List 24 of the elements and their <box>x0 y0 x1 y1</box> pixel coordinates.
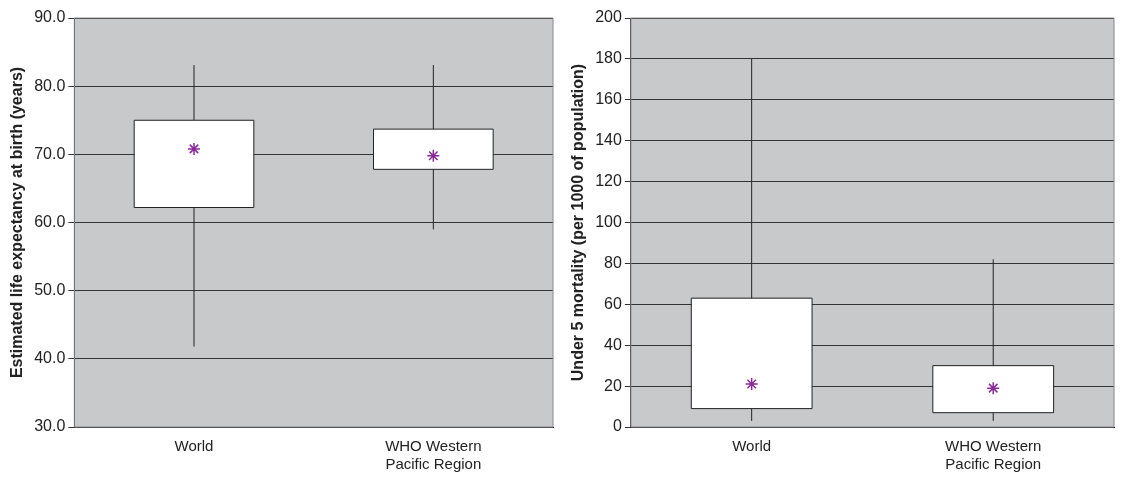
y-tick-label: 80 <box>604 253 622 271</box>
x-tick-label: WHO Western Pacific Region <box>385 437 482 473</box>
y-tick-label: 80.0 <box>34 76 66 94</box>
y-tick-label: 140 <box>595 131 622 149</box>
y-tick-label: 40 <box>604 335 622 353</box>
y-tick-label: 200 <box>595 8 622 26</box>
y-tick-label: 120 <box>595 172 622 190</box>
x-tick-label: WHO Western Pacific Region <box>945 437 1042 473</box>
x-tick-label: World <box>732 437 772 455</box>
y-tick-label: 40.0 <box>34 349 66 367</box>
y-tick-label: 90.0 <box>34 8 66 26</box>
y-tick-label: 180 <box>595 49 622 67</box>
y-tick-label: 50.0 <box>34 281 66 299</box>
y-tick-label: 70.0 <box>34 144 66 162</box>
y-tick-label: 20 <box>604 376 622 394</box>
y-tick-label: 60 <box>604 294 622 312</box>
y-tick-label: 30.0 <box>34 417 66 435</box>
y-tick-label: 0 <box>612 417 622 435</box>
y-axis-title: Estimated life expectancy at birth (years) <box>8 66 26 379</box>
y-tick-label: 100 <box>595 212 622 230</box>
y-tick-label: 160 <box>595 90 622 108</box>
x-tick-label: World <box>174 437 214 455</box>
y-tick-label: 60.0 <box>34 212 66 230</box>
y-axis-title: Under 5 mortality (per 1000 of population) <box>569 63 587 382</box>
